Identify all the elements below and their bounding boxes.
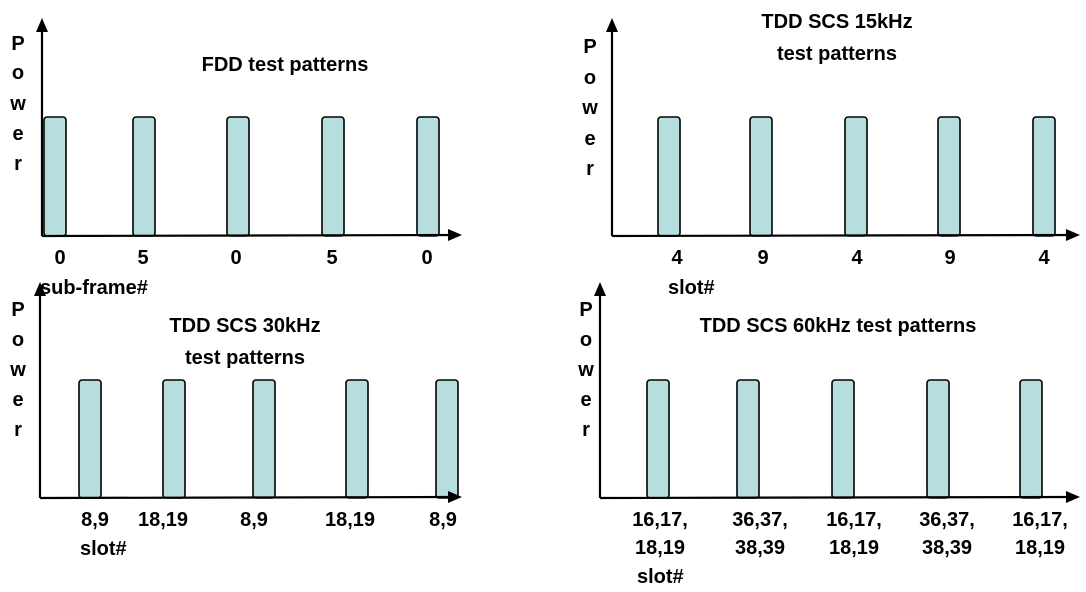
- y-axis-label-letter: P: [579, 299, 592, 321]
- x-tick-label: 18,19: [635, 537, 685, 559]
- panel-title: TDD SCS 60kHz test patterns: [700, 315, 977, 337]
- x-tick-label: 16,17,: [1012, 509, 1068, 531]
- power-bar: [736, 379, 760, 499]
- x-axis-arrow-icon: [448, 491, 462, 503]
- x-tick-label: 5: [326, 247, 337, 269]
- x-axis-arrow-icon: [1066, 229, 1080, 241]
- x-axis-arrow-icon: [448, 229, 462, 241]
- y-axis-label-letter: o: [12, 62, 24, 84]
- power-bar: [345, 379, 369, 499]
- power-bar: [937, 116, 961, 237]
- y-axis-label-letter: o: [12, 329, 24, 351]
- y-axis-label-letter: o: [580, 329, 592, 351]
- x-tick-label: 0: [230, 247, 241, 269]
- y-axis-label-letter: e: [12, 389, 23, 411]
- y-axis-label-letter: P: [11, 299, 24, 321]
- power-bar: [1032, 116, 1056, 237]
- y-axis-label-letter: P: [11, 33, 24, 55]
- y-axis-label-letter: r: [582, 419, 590, 441]
- x-tick-label: 0: [54, 247, 65, 269]
- y-axis-label-letter: o: [584, 67, 596, 89]
- y-axis-label-letter: w: [581, 97, 598, 119]
- x-axis-line: [599, 495, 1071, 500]
- panel-title: TDD SCS 15kHz: [761, 11, 912, 33]
- x-axis-line: [611, 233, 1071, 238]
- power-bar: [646, 379, 670, 499]
- y-axis-arrow-icon: [34, 282, 46, 296]
- x-tick-label: 16,17,: [632, 509, 688, 531]
- power-bar: [43, 116, 67, 237]
- power-bar: [132, 116, 156, 237]
- x-tick-label: 36,37,: [919, 509, 975, 531]
- y-axis-label-letter: w: [9, 93, 26, 115]
- y-axis-label-letter: r: [14, 153, 22, 175]
- power-bar: [416, 116, 440, 237]
- power-bar: [657, 116, 681, 237]
- y-axis-label-letter: w: [577, 359, 594, 381]
- y-axis-arrow-icon: [606, 18, 618, 32]
- x-tick-label: 18,19: [1015, 537, 1065, 559]
- x-tick-label: 4: [671, 247, 683, 269]
- panel-title: test patterns: [185, 347, 305, 369]
- power-bar: [162, 379, 186, 499]
- power-bar: [749, 116, 773, 237]
- x-axis-label: sub-frame#: [40, 277, 148, 299]
- x-tick-label: 38,39: [735, 537, 785, 559]
- y-axis-label-letter: w: [9, 359, 26, 381]
- power-bar: [926, 379, 950, 499]
- x-tick-label: 9: [944, 247, 955, 269]
- x-axis-label: slot#: [668, 277, 715, 299]
- x-tick-label: 38,39: [922, 537, 972, 559]
- y-axis-arrow-icon: [594, 282, 606, 296]
- power-bar: [252, 379, 276, 499]
- power-bar: [78, 379, 102, 499]
- power-bar: [1019, 379, 1043, 499]
- y-axis-arrow-icon: [36, 18, 48, 32]
- x-tick-label: 18,19: [325, 509, 375, 531]
- power-bar: [226, 116, 250, 237]
- y-axis-label-letter: e: [580, 389, 591, 411]
- x-axis-line: [41, 233, 453, 238]
- y-axis-label-letter: r: [586, 158, 594, 180]
- y-axis-label-letter: r: [14, 419, 22, 441]
- power-bar: [844, 116, 868, 237]
- power-bar: [321, 116, 345, 237]
- x-tick-label: 9: [757, 247, 768, 269]
- panel-title: FDD test patterns: [202, 54, 369, 76]
- y-axis-label-letter: e: [12, 123, 23, 145]
- x-axis-line: [39, 495, 453, 500]
- x-tick-label: 4: [1038, 247, 1050, 269]
- x-axis-arrow-icon: [1066, 491, 1080, 503]
- x-tick-label: 4: [851, 247, 863, 269]
- x-tick-label: 36,37,: [732, 509, 788, 531]
- y-axis-label-letter: e: [584, 128, 595, 150]
- x-tick-label: 18,19: [829, 537, 879, 559]
- power-bar: [831, 379, 855, 499]
- x-axis-label: slot#: [637, 566, 684, 588]
- x-tick-label: 16,17,: [826, 509, 882, 531]
- panel-title: TDD SCS 30kHz: [169, 315, 320, 337]
- x-tick-label: 8,9: [429, 509, 457, 531]
- x-tick-label: 8,9: [81, 509, 109, 531]
- y-axis-label-letter: P: [583, 36, 596, 58]
- x-tick-label: 8,9: [240, 509, 268, 531]
- power-bar: [435, 379, 459, 499]
- panel-title: test patterns: [777, 43, 897, 65]
- x-axis-label: slot#: [80, 538, 127, 560]
- x-tick-label: 0: [421, 247, 432, 269]
- x-tick-label: 5: [137, 247, 148, 269]
- x-tick-label: 18,19: [138, 509, 188, 531]
